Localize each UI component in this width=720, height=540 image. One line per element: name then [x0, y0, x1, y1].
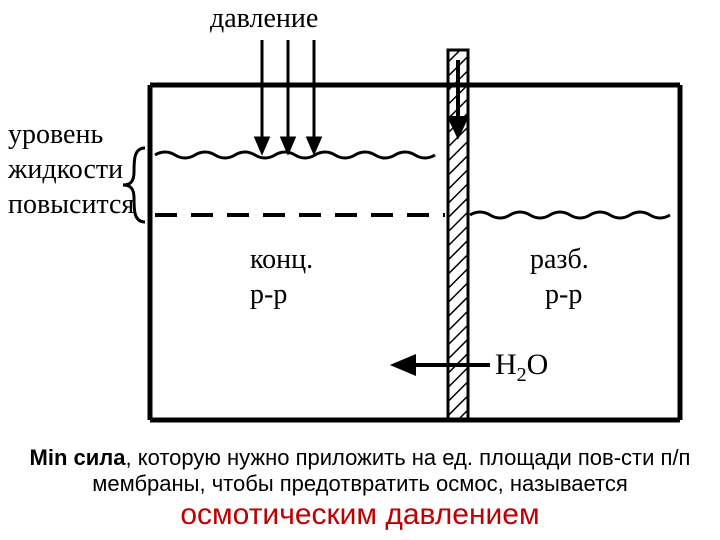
h2o-label: Н2О [495, 348, 548, 386]
dilute-label-l1: разб. [530, 245, 589, 276]
level-label-l1: уровень [8, 120, 103, 151]
pressure-label: давление [210, 4, 318, 35]
dilute-label-l2: р-р [545, 280, 582, 311]
h2o-arrow [395, 357, 490, 373]
caption-emphasis: осмотическим давлением [20, 498, 700, 532]
caption-text: Min сила, которую нужно приложить на ед.… [20, 445, 700, 497]
liquid-level-high [155, 152, 435, 158]
pressure-arrows [256, 40, 320, 152]
conc-label-l1: конц. [250, 245, 313, 276]
level-label-l2: жидкости [8, 155, 123, 186]
level-label-l3: повысится [8, 190, 134, 221]
conc-label-l2: р-р [250, 280, 287, 311]
liquid-level-right [470, 212, 670, 218]
